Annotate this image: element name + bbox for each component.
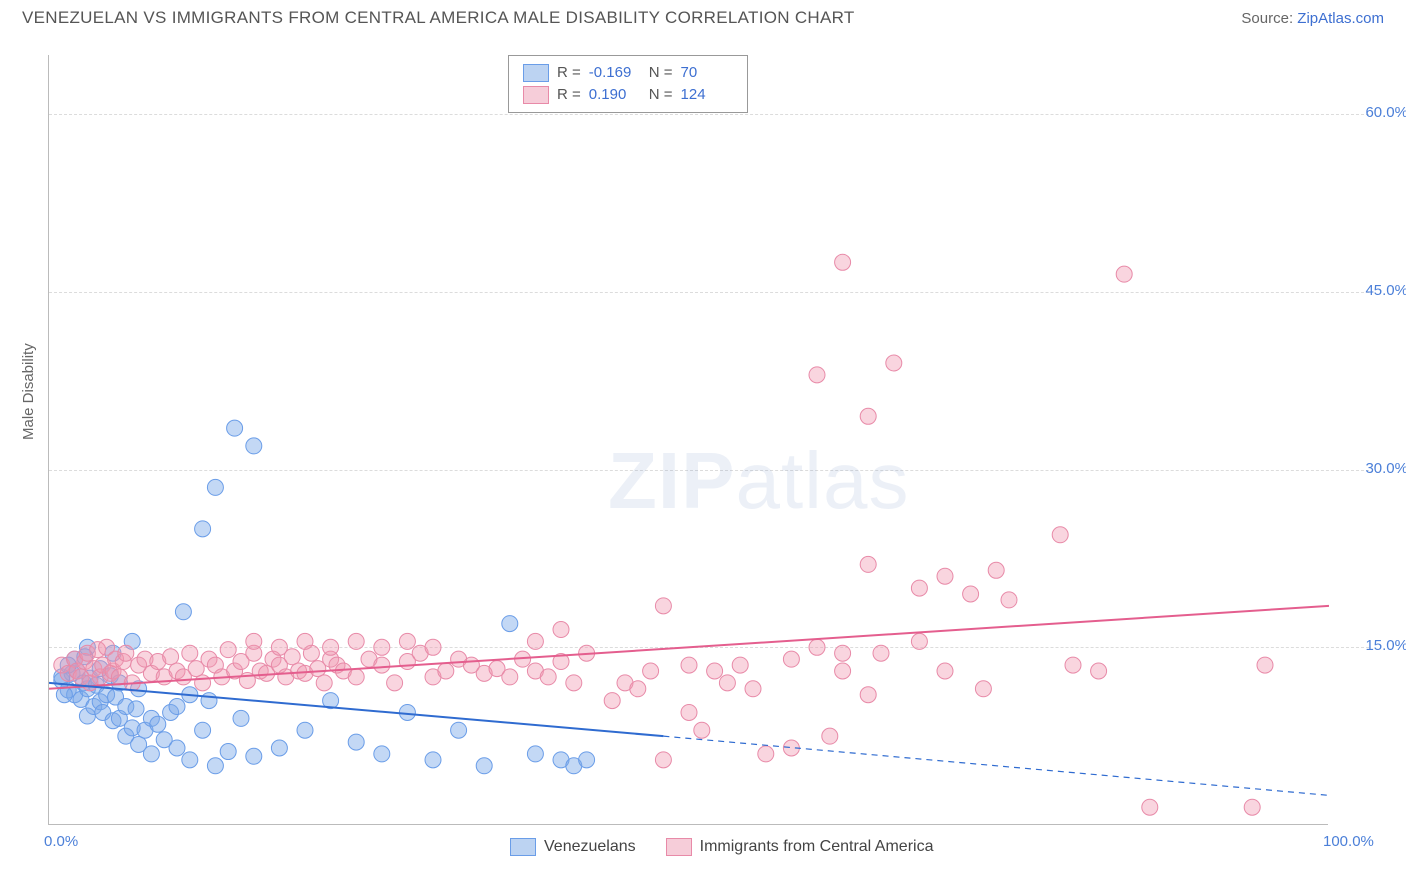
swatch-series-1 [523, 86, 549, 104]
legend-row-series-0: R = -0.169 N = 70 [523, 62, 733, 84]
legend-item-1: Immigrants from Central America [666, 838, 934, 856]
stat-n-value-1: 124 [681, 84, 733, 106]
source-link[interactable]: Source: ZipAtlas.com [1241, 10, 1384, 27]
stat-n-label-0: N = [649, 62, 673, 84]
chart-title: VENEZUELAN VS IMMIGRANTS FROM CENTRAL AM… [22, 8, 855, 28]
y-tick-label: 30.0% [1338, 460, 1406, 477]
chart-area: R = -0.169 N = 70 R = 0.190 N = 124 ZIPa… [48, 55, 1368, 825]
scatter-svg [49, 55, 1329, 825]
swatch-series-0 [523, 64, 549, 82]
y-tick-label: 15.0% [1338, 637, 1406, 654]
legend-item-0: Venezuelans [510, 838, 636, 856]
legend-label-1: Immigrants from Central America [700, 838, 934, 856]
swatch-bottom-1 [666, 838, 692, 856]
legend-row-series-1: R = 0.190 N = 124 [523, 84, 733, 106]
stat-r-label-0: R = [557, 62, 581, 84]
stat-r-label-1: R = [557, 84, 581, 106]
x-tick-max: 100.0% [1323, 833, 1374, 850]
stat-r-value-0: -0.169 [589, 62, 641, 84]
plot-area [48, 55, 1328, 825]
y-tick-label: 60.0% [1338, 104, 1406, 121]
legend-bottom: Venezuelans Immigrants from Central Amer… [510, 838, 933, 856]
y-tick-label: 45.0% [1338, 282, 1406, 299]
legend-label-0: Venezuelans [544, 838, 636, 856]
swatch-bottom-0 [510, 838, 536, 856]
stat-n-value-0: 70 [681, 62, 733, 84]
x-tick-min: 0.0% [44, 833, 78, 850]
source-name: ZipAtlas.com [1297, 10, 1384, 27]
source-label: Source: [1241, 10, 1293, 27]
y-axis-title: Male Disability [20, 343, 37, 440]
stat-r-value-1: 0.190 [589, 84, 641, 106]
stat-n-label-1: N = [649, 84, 673, 106]
legend-stats: R = -0.169 N = 70 R = 0.190 N = 124 [508, 55, 748, 113]
